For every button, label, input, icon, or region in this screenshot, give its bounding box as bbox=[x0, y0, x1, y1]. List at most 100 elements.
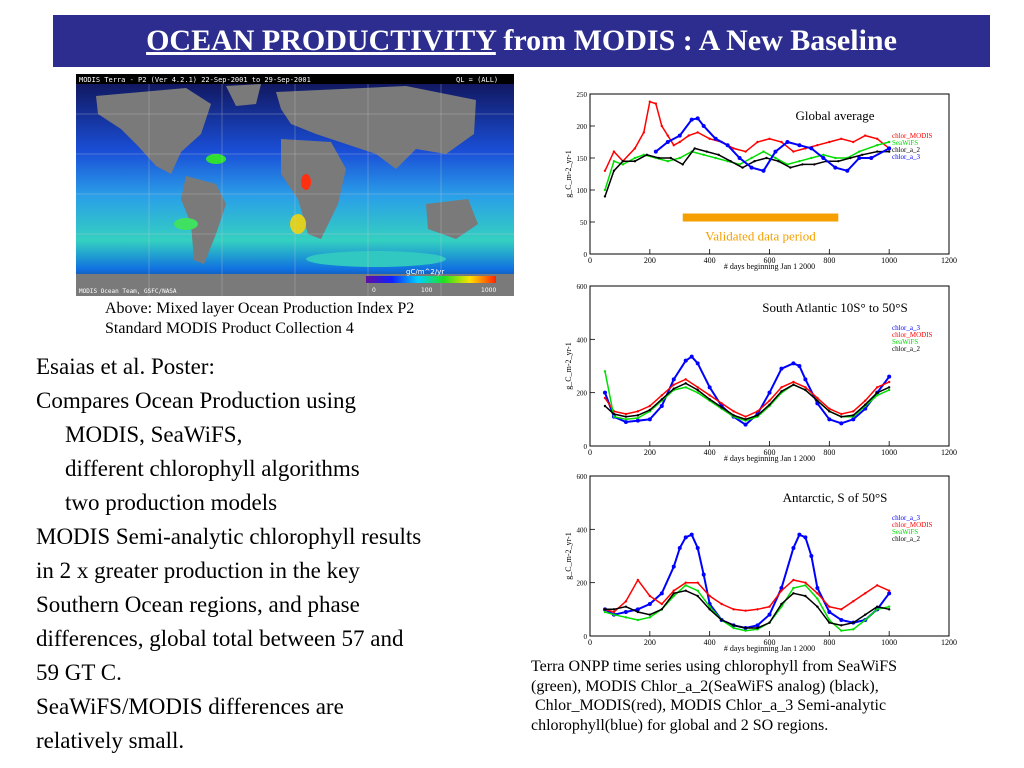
data-point-SeaWiFS bbox=[816, 597, 819, 600]
data-point-chlor_a_3 bbox=[827, 610, 832, 614]
data-point-chlor_a_2 bbox=[840, 624, 843, 627]
data-point-chlor_MODIS bbox=[804, 386, 807, 389]
data-point-chlor_MODIS bbox=[864, 592, 867, 595]
data-point-chlor_MODIS bbox=[792, 578, 795, 582]
y-axis-label: g_C_m-2_yr-1 bbox=[564, 532, 573, 579]
title-banner: OCEAN PRODUCTIVITY from MODIS : A New Ba… bbox=[53, 15, 990, 67]
data-point-chlor_a_3 bbox=[827, 417, 832, 422]
legend-chlor_a_3: chlor_a_3 bbox=[892, 324, 920, 332]
chart-title: Antarctic, S of 50°S bbox=[783, 490, 888, 505]
data-point-chlor_a_3 bbox=[791, 361, 796, 366]
data-point-SeaWiFS bbox=[624, 418, 628, 421]
data-point-chlor_a_2 bbox=[696, 388, 699, 392]
x-axis-label: # days beginning Jan 1 2000 bbox=[724, 644, 815, 653]
data-point-SeaWiFS bbox=[840, 629, 843, 632]
body-line: different chlorophyll algorithms bbox=[65, 456, 360, 481]
data-point-SeaWiFS bbox=[702, 153, 705, 156]
data-point-chlor_a_3 bbox=[773, 149, 778, 154]
data-point-chlor_a_2 bbox=[789, 166, 792, 169]
y-axis-label: g_C_m-2_yr-1 bbox=[564, 342, 573, 389]
data-point-chlor_MODIS bbox=[780, 386, 783, 389]
x-tick-label: 1200 bbox=[941, 256, 957, 265]
data-point-SeaWiFS bbox=[666, 160, 669, 163]
data-point-chlor_MODIS bbox=[732, 147, 735, 150]
data-point-chlor_a_2 bbox=[660, 608, 663, 611]
data-point-chlor_a_3 bbox=[695, 361, 700, 366]
color-scale-tick-0: 0 bbox=[372, 287, 376, 294]
data-point-chlor_a_3 bbox=[761, 168, 766, 173]
map-header-left: MODIS Terra - P2 (Ver 4.2.1) 22-Sep-2001… bbox=[79, 76, 311, 84]
data-point-chlor_a_2 bbox=[624, 605, 628, 608]
data-point-chlor_a_2 bbox=[633, 160, 637, 163]
data-point-chlor_a_3 bbox=[845, 168, 850, 173]
data-point-chlor_a_2 bbox=[780, 602, 783, 606]
data-point-chlor_MODIS bbox=[696, 131, 699, 134]
data-point-chlor_a_2 bbox=[672, 387, 675, 390]
data-point-SeaWiFS bbox=[762, 150, 765, 153]
data-point-SeaWiFS bbox=[887, 388, 891, 392]
data-point-chlor_a_2 bbox=[876, 150, 879, 153]
data-point-chlor_MODIS bbox=[828, 140, 831, 144]
data-point-chlor_a_3 bbox=[821, 156, 826, 160]
x-tick-label: 200 bbox=[644, 448, 656, 457]
y-axis-label: g_C_m-2_yr-1 bbox=[564, 150, 573, 197]
body-line: differences, global total between 57 and bbox=[36, 626, 404, 651]
data-point-chlor_a_3 bbox=[677, 133, 682, 138]
body-line: two production models bbox=[65, 490, 278, 515]
data-point-chlor_a_3 bbox=[635, 607, 640, 612]
data-point-chlor_MODIS bbox=[666, 134, 669, 137]
legend-chlor_MODIS: chlor_MODIS bbox=[892, 521, 933, 529]
body-line: in 2 x greater production in the key bbox=[36, 558, 360, 583]
data-point-chlor_a_3 bbox=[623, 420, 628, 424]
data-point-chlor_a_3 bbox=[767, 390, 772, 395]
y-tick-label: 150 bbox=[577, 155, 588, 163]
data-point-chlor_a_2 bbox=[744, 418, 747, 421]
data-point-SeaWiFS bbox=[744, 629, 747, 632]
data-point-chlor_MODIS bbox=[708, 137, 711, 140]
data-point-chlor_a_3 bbox=[887, 374, 892, 379]
data-point-chlor_a_3 bbox=[602, 390, 607, 395]
series-line-chlor_a_3 bbox=[604, 355, 891, 426]
data-point-chlor_MODIS bbox=[828, 605, 831, 608]
data-point-chlor_a_3 bbox=[653, 149, 658, 154]
data-point-chlor_a_2 bbox=[792, 383, 795, 386]
series-line-chlor_a_2 bbox=[604, 382, 890, 421]
data-point-SeaWiFS bbox=[750, 156, 753, 160]
data-point-chlor_a_3 bbox=[683, 535, 688, 540]
data-point-SeaWiFS bbox=[603, 188, 607, 192]
data-point-chlor_MODIS bbox=[756, 608, 759, 611]
map-caption-line-1: Above: Mixed layer Ocean Production Inde… bbox=[105, 300, 415, 317]
data-point-chlor_MODIS bbox=[654, 102, 658, 105]
data-point-chlor_MODIS bbox=[780, 589, 783, 592]
data-point-chlor_a_2 bbox=[672, 592, 675, 595]
color-scale-tick-1000: 1000 bbox=[481, 287, 496, 294]
chart-caption: Terra ONPP time series using chlorophyll… bbox=[531, 657, 897, 735]
data-point-chlor_a_2 bbox=[840, 415, 843, 418]
data-point-chlor_a_3 bbox=[695, 546, 700, 550]
data-point-chlor_a_2 bbox=[864, 403, 867, 406]
y-tick-label: 400 bbox=[577, 336, 588, 344]
data-point-chlor_a_2 bbox=[837, 160, 840, 163]
data-point-chlor_a_2 bbox=[696, 594, 699, 598]
data-point-chlor_MODIS bbox=[633, 147, 637, 150]
data-point-chlor_MODIS bbox=[828, 407, 831, 410]
data-point-chlor_a_3 bbox=[785, 140, 790, 144]
legend-SeaWiFS: SeaWiFS bbox=[892, 338, 918, 346]
legend-chlor_a_2: chlor_a_2 bbox=[892, 535, 920, 543]
data-point-SeaWiFS bbox=[678, 156, 681, 160]
series-line-chlor_a_2 bbox=[605, 589, 890, 629]
data-point-SeaWiFS bbox=[864, 618, 867, 622]
data-point-chlor_a_3 bbox=[767, 612, 772, 617]
data-point-SeaWiFS bbox=[714, 156, 717, 160]
x-tick-label: 1000 bbox=[881, 256, 897, 265]
data-point-chlor_MODIS bbox=[732, 410, 735, 413]
body-line: MODIS Semi-analytic chlorophyll results bbox=[36, 524, 422, 549]
x-tick-label: 1200 bbox=[941, 638, 957, 647]
x-tick-label: 600 bbox=[764, 638, 776, 647]
y-tick-label: 50 bbox=[580, 219, 588, 227]
data-point-chlor_MODIS bbox=[876, 386, 879, 389]
data-point-chlor_MODIS bbox=[612, 610, 616, 614]
data-point-SeaWiFS bbox=[887, 605, 891, 608]
